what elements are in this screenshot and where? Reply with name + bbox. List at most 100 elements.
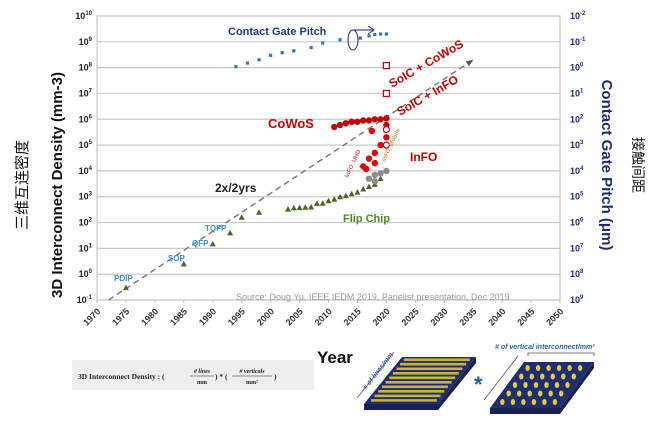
y2-tick-exponent: 6 bbox=[580, 218, 584, 224]
plot-frame bbox=[96, 15, 561, 301]
y-tick-label: 104 bbox=[79, 166, 93, 176]
data-point bbox=[362, 165, 370, 173]
via-bump bbox=[533, 382, 539, 388]
y2-tick-exponent: 2 bbox=[580, 114, 584, 120]
series-contact-gate-pitch bbox=[234, 32, 388, 69]
series-cowos bbox=[331, 115, 390, 131]
y-tick-exponent: 3 bbox=[89, 192, 93, 198]
x-tick-label: 2045 bbox=[515, 306, 536, 327]
via-bump bbox=[523, 382, 528, 388]
via-bump bbox=[500, 399, 505, 406]
y-tick-exponent: 10 bbox=[85, 11, 92, 17]
via-bump bbox=[542, 399, 547, 406]
data-point bbox=[382, 125, 390, 134]
label-trend: 2x/2yrs bbox=[215, 181, 257, 195]
y2-axis-title: Contact Gate Pitch (μm) bbox=[598, 80, 615, 251]
y2-tick-label: 100 bbox=[570, 63, 584, 73]
y2-tick-label: 106 bbox=[570, 218, 584, 228]
y-axis-title-text: 3D Interconnect Density (mm-3) bbox=[49, 72, 66, 298]
via-bump bbox=[531, 399, 537, 406]
via-bump bbox=[540, 373, 545, 380]
x-axis-title: Year bbox=[317, 348, 353, 367]
data-point bbox=[383, 115, 390, 122]
x-tick-label: 1985 bbox=[168, 306, 189, 327]
data-point bbox=[245, 61, 250, 65]
data-point bbox=[382, 61, 390, 70]
via-bump bbox=[512, 382, 518, 388]
x-tick-label: 1995 bbox=[226, 306, 247, 327]
y-axis-title-cn: 三维互连密度 bbox=[14, 140, 31, 230]
x-tick-label: 2040 bbox=[486, 306, 507, 327]
y2-tick-label: 101 bbox=[570, 88, 584, 98]
data-point bbox=[338, 38, 342, 42]
label-sop: SOP bbox=[168, 254, 186, 263]
data-point bbox=[371, 177, 378, 185]
data-points bbox=[122, 32, 390, 291]
data-point bbox=[367, 34, 371, 38]
data-point bbox=[336, 121, 344, 129]
y-tick-label: 103 bbox=[79, 192, 93, 202]
formula-den2: mm² bbox=[246, 380, 258, 386]
data-point bbox=[313, 200, 320, 206]
x-tick-label: 1975 bbox=[110, 306, 131, 327]
formula-num2: # verticals bbox=[238, 369, 265, 375]
y2-tick-label: 10-1 bbox=[570, 37, 586, 47]
label-tqfp: TQFP bbox=[205, 224, 227, 233]
via-bump bbox=[538, 390, 543, 397]
y-tick-exponent: -1 bbox=[87, 295, 93, 301]
data-point bbox=[365, 175, 373, 182]
data-point bbox=[377, 175, 384, 182]
data-point bbox=[342, 120, 350, 127]
data-point bbox=[360, 117, 367, 124]
formula: 3D Interconnect Density : ( # lines mm )… bbox=[78, 369, 277, 386]
series-flip-chip bbox=[122, 175, 384, 291]
y-tick-label: 108 bbox=[79, 63, 93, 73]
y-tick-label: 10-1 bbox=[77, 295, 93, 305]
trend-arrowhead-icon bbox=[465, 59, 474, 67]
vertical-interconnect-label: # of vertical interconnect/mm² bbox=[495, 344, 595, 351]
series-soic-info bbox=[382, 125, 390, 149]
data-point bbox=[227, 229, 234, 236]
data-point bbox=[371, 149, 378, 157]
data-point bbox=[348, 190, 355, 197]
formula-den1: mm bbox=[197, 380, 207, 386]
via-bump bbox=[548, 390, 553, 397]
data-point bbox=[383, 134, 390, 141]
trend-dashed-line bbox=[108, 59, 474, 301]
data-point bbox=[256, 209, 263, 215]
data-point bbox=[296, 204, 303, 211]
data-point bbox=[354, 189, 361, 195]
data-point bbox=[234, 64, 238, 69]
y2-axis-title-cn: 接触间距 bbox=[630, 137, 646, 193]
data-point bbox=[180, 260, 187, 267]
data-point bbox=[331, 196, 338, 202]
y-tick-label: 109 bbox=[79, 37, 93, 47]
x-tick-label: 1990 bbox=[197, 306, 218, 327]
data-point bbox=[337, 193, 344, 200]
data-point bbox=[209, 240, 216, 247]
y2-tick-exponent: 3 bbox=[580, 140, 584, 146]
y2-tick-label: 102 bbox=[570, 114, 584, 124]
data-point bbox=[331, 123, 338, 131]
via-bump bbox=[552, 399, 558, 406]
y-tick-exponent: 4 bbox=[89, 166, 93, 172]
y2-tick-exponent: -1 bbox=[580, 37, 586, 43]
y2-tick-exponent: 4 bbox=[580, 166, 584, 172]
data-point bbox=[371, 171, 378, 179]
data-point bbox=[368, 127, 376, 135]
label-contact-gate-pitch: Contact Gate Pitch bbox=[228, 26, 327, 38]
y-tick-label: 1010 bbox=[75, 11, 92, 21]
y-tick-exponent: 2 bbox=[89, 218, 93, 224]
via-bump bbox=[550, 373, 555, 380]
y2-tick-exponent: 9 bbox=[580, 295, 584, 301]
via-bump bbox=[577, 364, 583, 371]
y-tick-exponent: 6 bbox=[89, 114, 93, 120]
via-bump bbox=[565, 382, 570, 388]
y-tick-label: 102 bbox=[79, 218, 93, 228]
data-point bbox=[377, 141, 384, 149]
data-point bbox=[358, 36, 362, 40]
y-tick-exponent: 9 bbox=[89, 37, 93, 43]
data-point bbox=[371, 116, 378, 123]
y-tick-exponent: 0 bbox=[89, 269, 93, 275]
y-tick-label: 107 bbox=[79, 88, 93, 98]
